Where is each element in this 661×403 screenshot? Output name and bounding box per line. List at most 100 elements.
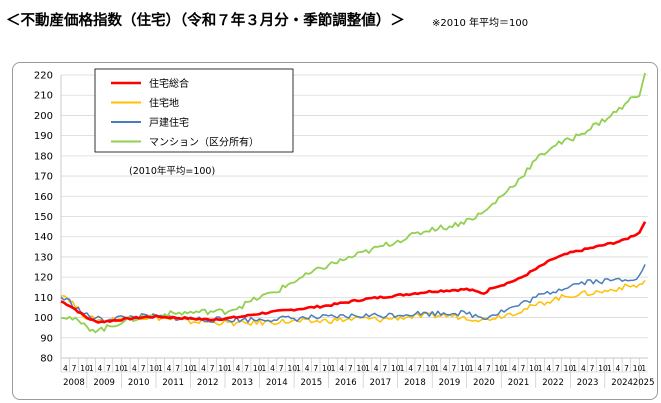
x-month-label: 1 bbox=[572, 364, 577, 373]
x-month-label: 1 bbox=[296, 364, 301, 373]
x-month-label: 10 bbox=[115, 364, 125, 373]
base-note: (2010年平均=100) bbox=[129, 165, 215, 177]
x-month-label: 1 bbox=[607, 364, 612, 373]
x-month-label: 1 bbox=[400, 364, 405, 373]
x-year-label: 2022 bbox=[542, 378, 564, 388]
x-month-label: 7 bbox=[590, 364, 595, 373]
x-month-label: 1 bbox=[641, 364, 646, 373]
x-month-label: 7 bbox=[106, 364, 111, 373]
x-month-label: 1 bbox=[469, 364, 474, 373]
series-lines bbox=[60, 72, 647, 334]
x-month-label: 10 bbox=[80, 364, 90, 373]
y-tick-label: 100 bbox=[34, 313, 53, 324]
x-month-label: 4 bbox=[408, 364, 413, 373]
x-month-label: 10 bbox=[218, 364, 228, 373]
x-year-label: 2024 bbox=[611, 378, 633, 388]
x-month-label: 4 bbox=[236, 364, 241, 373]
x-month-label: 4 bbox=[98, 364, 103, 373]
x-month-label: 7 bbox=[417, 364, 422, 373]
x-month-label: 7 bbox=[486, 364, 491, 373]
x-month-label: 7 bbox=[244, 364, 249, 373]
x-month-label: 7 bbox=[175, 364, 180, 373]
y-tick-label: 130 bbox=[34, 252, 53, 263]
y-tick-label: 120 bbox=[34, 273, 53, 284]
x-month-label: 10 bbox=[287, 364, 297, 373]
x-month-label: 4 bbox=[443, 364, 448, 373]
x-month-label: 7 bbox=[555, 364, 560, 373]
legend-label: 住宅総合 bbox=[149, 77, 189, 90]
x-year-label: 2014 bbox=[266, 378, 288, 388]
x-year-label: 2020 bbox=[473, 378, 495, 388]
x-year-label: 2019 bbox=[439, 378, 461, 388]
x-month-label: 4 bbox=[477, 364, 482, 373]
x-month-label: 1 bbox=[331, 364, 336, 373]
x-month-label: 1 bbox=[89, 364, 94, 373]
x-month-label: 1 bbox=[538, 364, 543, 373]
x-month-label: 4 bbox=[270, 364, 275, 373]
x-month-label: 1 bbox=[262, 364, 267, 373]
x-month-label: 7 bbox=[451, 364, 456, 373]
x-month-label: 4 bbox=[167, 364, 172, 373]
y-tick-label: 220 bbox=[34, 71, 53, 82]
x-axis: 4 7 10 1 4 7 10 1 4 7 10 1 4 7 10 1 4 7 10 1 4 7 10 1 4 7 10 1 4 7 10 1… bbox=[60, 358, 655, 388]
x-year-label: 2010 bbox=[128, 378, 150, 388]
x-month-label: 7 bbox=[348, 364, 353, 373]
x-month-label: 4 bbox=[581, 364, 586, 373]
x-month-label: 4 bbox=[305, 364, 310, 373]
y-tick-label: 210 bbox=[34, 91, 53, 102]
x-year-label: 2013 bbox=[231, 378, 253, 388]
legend-label: 戸建住宅 bbox=[149, 116, 189, 129]
x-month-label: 10 bbox=[460, 364, 470, 373]
x-year-label: 2016 bbox=[335, 378, 357, 388]
x-year-label: 2008 bbox=[63, 378, 85, 388]
x-year-label: 2011 bbox=[162, 378, 184, 388]
y-tick-label: 180 bbox=[34, 151, 53, 162]
x-year-label: 2015 bbox=[301, 378, 323, 388]
x-month-label: 1 bbox=[123, 364, 128, 373]
x-month-label: 10 bbox=[357, 364, 367, 373]
y-tick-label: 170 bbox=[34, 172, 53, 183]
legend-label: 住宅地 bbox=[149, 97, 179, 110]
x-month-label: 10 bbox=[564, 364, 574, 373]
x-month-label: 1 bbox=[227, 364, 232, 373]
x-month-label: 1 bbox=[365, 364, 370, 373]
series-line bbox=[60, 264, 646, 324]
page-title: ＜不動産価格指数（住宅）（令和７年３月分・季節調整値）＞ bbox=[6, 13, 405, 29]
y-tick-label: 110 bbox=[34, 293, 53, 304]
y-tick-label: 140 bbox=[34, 232, 53, 243]
y-tick-label: 200 bbox=[34, 111, 53, 122]
x-month-label: 4 bbox=[546, 364, 551, 373]
x-month-label: 10 bbox=[598, 364, 608, 373]
y-tick-label: 90 bbox=[40, 333, 53, 344]
y-axis: 80 90 100 110 120 130 140 150 160 170 180 190 200 210… bbox=[34, 71, 53, 365]
chart-frame: 80 90 100 110 120 130 140 150 160 170 180 190 200 210… bbox=[12, 62, 658, 400]
base-year-note: ※2010 年平均＝100 bbox=[432, 18, 529, 29]
x-month-label: 10 bbox=[253, 364, 263, 373]
x-month-label: 7 bbox=[141, 364, 146, 373]
x-month-label: 7 bbox=[313, 364, 318, 373]
x-month-label: 4 bbox=[339, 364, 344, 373]
x-month-label: 1 bbox=[434, 364, 439, 373]
x-year-label: 2012 bbox=[197, 378, 219, 388]
x-month-label: 7 bbox=[210, 364, 215, 373]
y-tick-label: 80 bbox=[40, 354, 53, 365]
x-month-label: 10 bbox=[149, 364, 159, 373]
x-month-label: 1 bbox=[503, 364, 508, 373]
x-year-label: 2009 bbox=[93, 378, 115, 388]
x-year-label: 2025 bbox=[633, 378, 655, 388]
x-month-label: 1 bbox=[158, 364, 163, 373]
y-tick-label: 150 bbox=[34, 212, 53, 223]
x-month-label: 10 bbox=[391, 364, 401, 373]
x-month-label: 10 bbox=[322, 364, 332, 373]
x-month-label: 7 bbox=[624, 364, 629, 373]
x-month-label: 10 bbox=[633, 364, 643, 373]
x-month-label: 7 bbox=[521, 364, 526, 373]
x-year-label: 2023 bbox=[577, 378, 599, 388]
x-month-label: 7 bbox=[382, 364, 387, 373]
series-line bbox=[60, 221, 647, 324]
y-tick-label: 190 bbox=[34, 131, 53, 142]
x-month-label: 1 bbox=[192, 364, 197, 373]
legend-label: マンション（区分所有） bbox=[149, 136, 259, 149]
x-month-label: 7 bbox=[279, 364, 284, 373]
